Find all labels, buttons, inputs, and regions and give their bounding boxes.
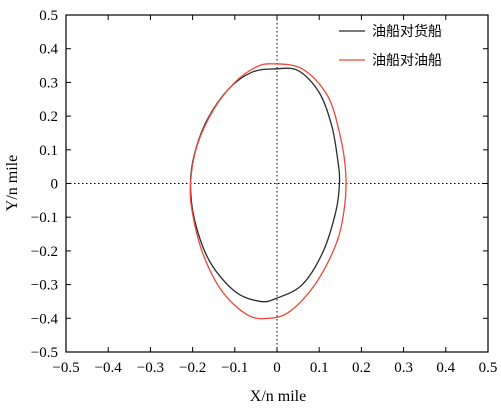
x-tick-label: −0.4 — [95, 360, 123, 376]
x-tick-label: 0 — [273, 360, 281, 376]
y-tick-label: 0 — [51, 177, 59, 193]
x-tick-label: −0.1 — [221, 360, 248, 376]
axis-ticks: −0.5 −0.4 −0.3 −0.2 −0.1 0 0.1 0.2 0.3 0.4 0.5 0.5 0… — [31, 8, 498, 376]
y-tick-label: −0.1 — [31, 210, 58, 226]
y-tick-label: −0.2 — [31, 244, 58, 260]
legend-label-1: 油船对油船 — [372, 53, 442, 69]
legend-label-0: 油船对货船 — [372, 23, 442, 40]
y-tick-label: −0.4 — [31, 311, 59, 327]
y-tick-label: −0.5 — [31, 345, 58, 361]
reference-lines — [66, 15, 488, 352]
x-tick-label: 0.1 — [310, 360, 329, 376]
x-tick-label: 0.5 — [479, 360, 498, 376]
x-tick-label: 0.4 — [436, 360, 455, 376]
series-line-1 — [189, 63, 347, 320]
legend: 油船对货船 油船对油船 — [339, 23, 442, 69]
series-line-0 — [189, 67, 341, 303]
x-axis-title: X/n mile — [250, 388, 306, 405]
y-tick-label: 0.1 — [39, 143, 58, 159]
x-tick-label: −0.2 — [179, 360, 206, 376]
x-tick-label: 0.2 — [352, 360, 371, 376]
y-tick-label: 0.3 — [39, 75, 58, 91]
y-tick-label: −0.3 — [31, 278, 58, 294]
y-tick-label: 0.2 — [39, 109, 58, 125]
x-tick-label: −0.5 — [52, 360, 79, 376]
x-tick-label: −0.3 — [137, 360, 164, 376]
y-tick-label: 0.4 — [39, 42, 58, 58]
series-layer — [189, 63, 347, 320]
y-tick-label: 0.5 — [39, 8, 58, 24]
x-tick-label: 0.3 — [394, 360, 413, 376]
y-axis-title: Y/n mile — [4, 155, 21, 211]
